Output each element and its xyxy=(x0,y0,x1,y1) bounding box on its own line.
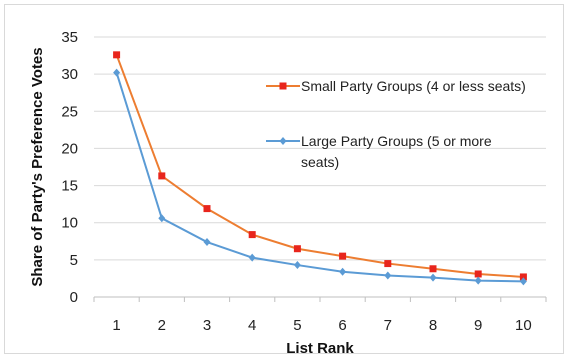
data-point xyxy=(519,277,527,286)
legend-marker xyxy=(279,82,287,90)
data-point xyxy=(248,231,256,239)
y-tick-label: 20 xyxy=(61,140,78,157)
data-point xyxy=(203,205,211,213)
x-tick-label: 7 xyxy=(384,317,392,334)
y-tick-label: 25 xyxy=(61,103,78,120)
data-point xyxy=(339,267,347,276)
series-line xyxy=(115,54,524,278)
data-point xyxy=(203,238,211,247)
data-point xyxy=(158,214,166,223)
y-tick-label: 5 xyxy=(70,252,78,269)
data-point xyxy=(474,270,482,278)
legend-label: seats) xyxy=(301,154,339,170)
legend-label: Large Party Groups (5 or more xyxy=(301,133,492,149)
data-point xyxy=(384,260,392,268)
data-point xyxy=(248,253,256,262)
x-tick-label: 5 xyxy=(293,317,301,334)
data-point xyxy=(293,261,301,270)
data-point xyxy=(384,271,392,280)
x-tick-label: 9 xyxy=(474,317,482,334)
x-tick-label: 8 xyxy=(429,317,437,334)
data-point xyxy=(158,172,166,180)
x-tick-label: 4 xyxy=(248,317,256,334)
x-tick-label: 1 xyxy=(112,317,120,334)
x-tick-label: 10 xyxy=(515,317,532,334)
data-point xyxy=(474,276,482,285)
data-point xyxy=(113,51,121,59)
data-point xyxy=(519,273,527,281)
data-point xyxy=(339,252,347,260)
data-point xyxy=(113,68,121,77)
x-axis-title: List Rank xyxy=(286,340,354,357)
y-tick-label: 30 xyxy=(61,66,78,83)
y-tick-label: 35 xyxy=(61,29,78,46)
data-point xyxy=(293,245,301,253)
x-tick-label: 6 xyxy=(338,317,346,334)
y-tick-label: 10 xyxy=(61,215,78,232)
data-point xyxy=(429,265,437,273)
data-point xyxy=(429,273,437,282)
y-axis-title: Share of Party's Preference Votes xyxy=(29,47,46,286)
y-tick-label: 0 xyxy=(70,289,78,306)
series-line xyxy=(115,72,524,283)
y-tick-label: 15 xyxy=(61,178,78,195)
legend-label: Small Party Groups (4 or less seats) xyxy=(301,78,526,94)
chart-frame xyxy=(4,4,564,354)
legend-marker xyxy=(279,137,287,145)
x-tick-label: 3 xyxy=(203,317,211,334)
x-tick-label: 2 xyxy=(158,317,166,334)
